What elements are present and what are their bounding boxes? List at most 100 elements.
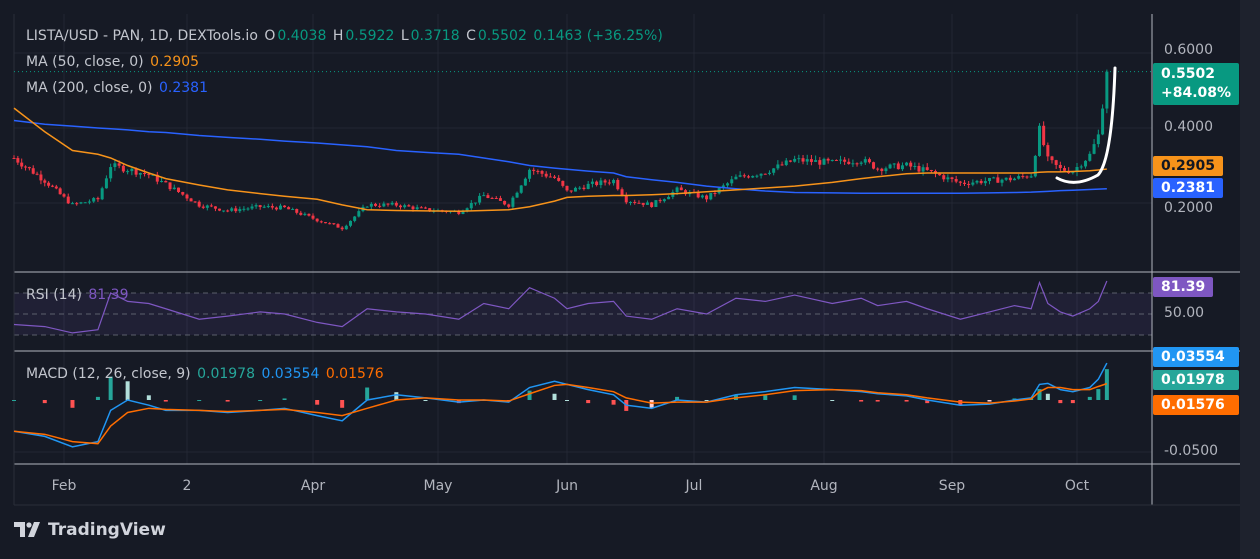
candle-body (24, 166, 28, 168)
macd-histogram-bar (42, 400, 47, 404)
candle-body (507, 204, 511, 207)
candle-body (490, 197, 494, 199)
candle-body (645, 202, 649, 205)
candle-body (763, 173, 767, 175)
candle-body (254, 205, 258, 207)
candle-body (599, 180, 603, 186)
candle-body (205, 205, 209, 208)
candle-body (155, 174, 159, 182)
candle-body (1058, 164, 1062, 169)
candle-body (721, 185, 725, 189)
candle-body (1017, 176, 1021, 179)
candle-body (1079, 166, 1083, 168)
macd-tag: 0.03554 (1153, 347, 1239, 367)
candle-body (390, 202, 394, 205)
candle-body (96, 198, 100, 200)
candle-body (473, 202, 477, 204)
candle-body (730, 179, 734, 184)
macd-histogram-bar (125, 381, 130, 400)
candle-body (109, 167, 113, 179)
candle-body (1013, 178, 1016, 181)
ma50-legend[interactable]: MA (50, close, 0) 0.2905 (26, 54, 200, 70)
candle-body (946, 177, 950, 180)
candle-body (344, 225, 348, 230)
candle-body (818, 160, 822, 165)
candle-body (138, 172, 142, 175)
candle-body (958, 181, 962, 183)
candle-body (515, 192, 519, 198)
candle-body (776, 164, 780, 169)
candle-body (193, 201, 197, 203)
candle-body (164, 180, 168, 183)
candle-body (319, 221, 323, 223)
candle-body (1071, 172, 1075, 174)
symbol-legend: LISTA/USD - PAN, 1D, DEXTools.io O 0.4038… (26, 28, 663, 44)
candle-body (104, 178, 108, 189)
candle-body (696, 192, 700, 198)
candle-body (130, 168, 134, 172)
candle-body (684, 190, 688, 195)
tradingview-logo[interactable]: TradingView (14, 520, 166, 540)
candle-body (386, 203, 390, 205)
candle-body (523, 178, 527, 186)
candle-body (784, 160, 788, 166)
candle-body (929, 169, 933, 172)
macd-histogram-bar (365, 387, 370, 400)
candle-body (607, 182, 611, 184)
high-value: 0.5922 (345, 28, 395, 44)
candle-body (1105, 71, 1109, 109)
candle-body (519, 185, 523, 193)
macd-histogram-bar (987, 400, 992, 402)
candle-body (1025, 176, 1029, 178)
candle-body (189, 198, 193, 202)
macd-histogram-bar (830, 400, 835, 401)
candle-body (905, 162, 909, 166)
candle-body (270, 206, 274, 208)
macd-histogram-bar (704, 400, 709, 401)
candle-body (788, 160, 792, 162)
candle-body (872, 162, 876, 169)
macd-legend[interactable]: MACD (12, 26, close, 9) 0.01978 0.03554 … (26, 366, 384, 382)
macd-histogram-bar (225, 400, 230, 402)
candle-body (185, 194, 189, 199)
macd-histogram-bar (394, 392, 399, 400)
candle-body (738, 175, 742, 177)
candle-body (121, 165, 125, 172)
candle-body (629, 201, 632, 203)
macd-histogram-bar (904, 400, 909, 402)
candle-body (540, 171, 544, 174)
candle-body (12, 158, 16, 159)
ma200-legend[interactable]: MA (200, close, 0) 0.2381 (26, 80, 208, 96)
candle-body (637, 202, 641, 204)
candle-body (503, 200, 507, 205)
macd-histogram-bar (1096, 389, 1101, 400)
candle-body (925, 167, 929, 170)
macd-histogram-bar (565, 400, 569, 401)
time-axis-label: Jun (556, 478, 578, 494)
macd-histogram-bar (586, 400, 591, 404)
candle-body (511, 197, 515, 207)
candle-body (1084, 160, 1088, 167)
macd-histogram-bar (1012, 398, 1017, 400)
macd-axis-label: -0.0500 (1164, 443, 1219, 459)
candle-body (544, 173, 548, 177)
candle-body (561, 180, 565, 186)
macd-histogram-bar (12, 400, 16, 401)
macd-histogram-bar (70, 400, 75, 408)
candle-body (374, 203, 377, 206)
candle-body (654, 200, 658, 207)
candle-body (278, 205, 282, 210)
rsi-legend[interactable]: RSI (14) 81.39 (26, 287, 129, 303)
candle-body (27, 167, 31, 169)
candle-body (658, 200, 662, 202)
macd-histogram-bar (552, 393, 557, 400)
macd-histogram-bar (108, 376, 113, 400)
candle-body (767, 172, 771, 174)
candle-body (851, 163, 855, 165)
candle-body (58, 188, 62, 195)
candle-body (47, 182, 51, 186)
rsi-line (13, 280, 1108, 334)
candle-body (365, 206, 369, 208)
candle-body (578, 187, 582, 189)
